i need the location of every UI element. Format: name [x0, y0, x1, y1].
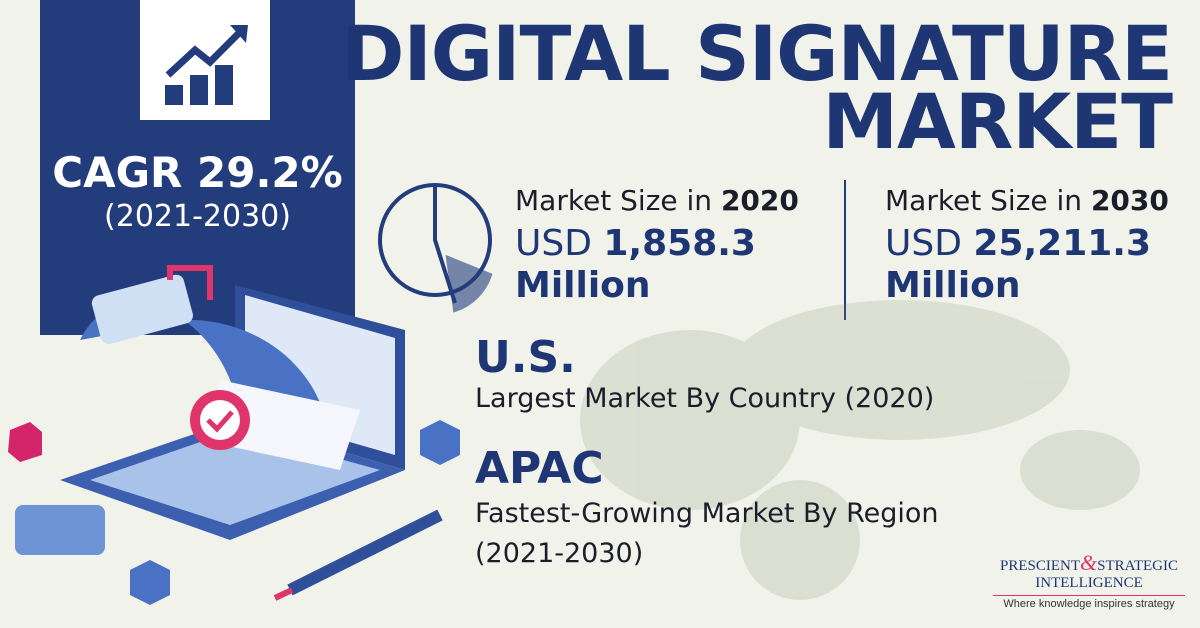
cagr: CAGR 29.2% (2021-2030)	[40, 148, 355, 234]
title: DIGITAL SIGNATURE MARKET	[341, 9, 1173, 166]
market-size-year: 2030	[1090, 184, 1169, 217]
unit: Million	[885, 265, 1021, 306]
logo-name: STRATEGIC	[1097, 558, 1178, 574]
logo-name: PRESCIENT	[1000, 558, 1081, 574]
currency: USD	[885, 223, 974, 264]
amount: 25,211.3	[973, 223, 1152, 264]
logo: PRESCIENT&STRATEGIC INTELLIGENCE Where k…	[993, 552, 1185, 610]
market-size-label: Market Size in	[885, 184, 1091, 217]
highlight-text: Fastest-Growing Market By Region	[475, 498, 939, 529]
cagr-label: CAGR 29.2%	[52, 148, 343, 197]
logo-ampersand: &	[1080, 550, 1098, 575]
amount: 1,858.3	[603, 223, 756, 264]
market-size-2020: Market Size in 2020 USD 1,858.3 Million	[515, 184, 799, 307]
highlight-heading: APAC	[475, 443, 604, 494]
pie-icon	[378, 183, 493, 313]
laptop-illustration	[8, 265, 460, 605]
world-map	[580, 300, 1140, 600]
logo-name: INTELLIGENCE	[1035, 575, 1143, 591]
highlight-text: Largest Market By Country (2020)	[475, 383, 935, 414]
highlight-text: (2021-2030)	[475, 538, 644, 569]
currency: USD	[515, 223, 604, 264]
highlight-apac: APAC Fastest-Growing Market By Region (2…	[475, 443, 939, 574]
cagr-period: (2021-2030)	[104, 199, 291, 234]
highlight-heading: U.S.	[475, 332, 576, 383]
logo-tagline: Where knowledge inspires strategy	[993, 595, 1185, 610]
market-size-2030: Market Size in 2030 USD 25,211.3 Million	[885, 184, 1169, 307]
title-line: MARKET	[822, 77, 1173, 166]
highlight-us: U.S. Largest Market By Country (2020)	[475, 332, 934, 414]
unit: Million	[515, 265, 651, 306]
market-size-year: 2020	[720, 184, 799, 217]
title-line: DIGITAL SIGNATURE	[341, 9, 1173, 98]
market-size-label: Market Size in	[515, 184, 721, 217]
growth-icon	[165, 25, 248, 105]
